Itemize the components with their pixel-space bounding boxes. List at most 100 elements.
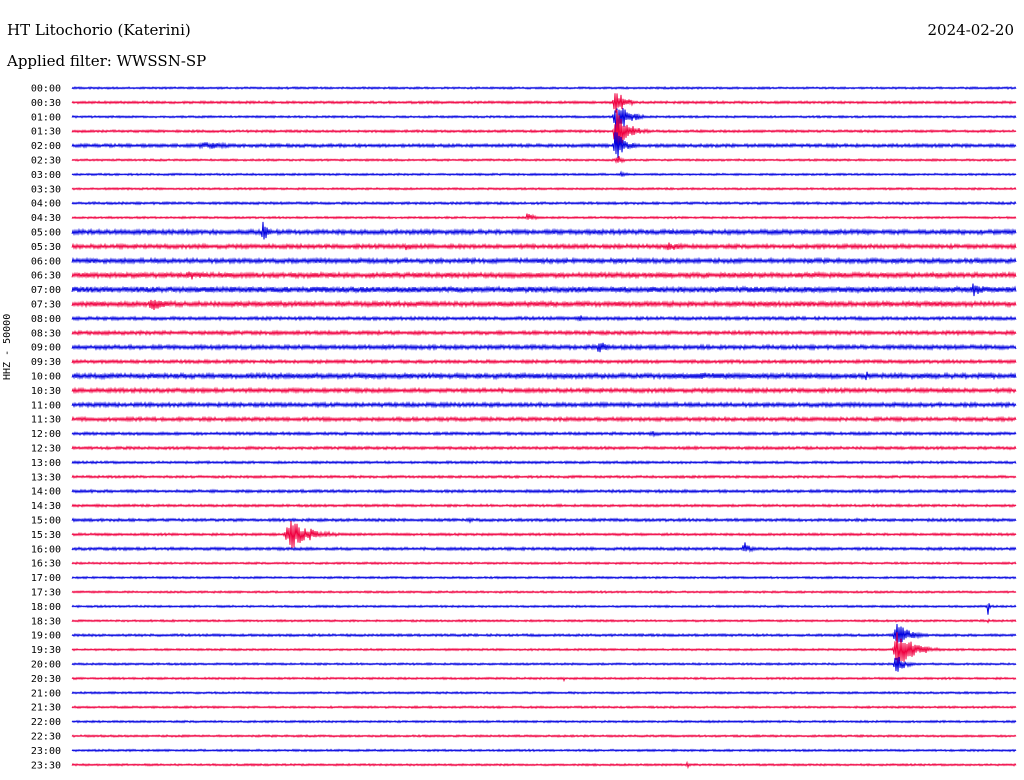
- row-time-label: 02:30: [31, 156, 61, 167]
- filter-label: Applied filter: WWSSN-SP: [7, 52, 207, 70]
- trace-line: [71, 299, 1017, 310]
- trace-line: [71, 589, 1017, 595]
- row-time-label: 23:30: [31, 760, 61, 771]
- trace-line: [71, 283, 1017, 297]
- trace-line: [71, 329, 1017, 337]
- row-time-label: 15:00: [31, 516, 61, 527]
- row-time-label: 11:30: [31, 415, 61, 426]
- trace-line: [71, 132, 1017, 159]
- trace-line: [71, 503, 1017, 509]
- row-time-label: 17:00: [31, 573, 61, 584]
- row-time-label: 22:30: [31, 732, 61, 743]
- row-time-label: 20:30: [31, 674, 61, 685]
- row-time-label: 04:00: [31, 199, 61, 210]
- trace-line: [71, 516, 1017, 524]
- trace-line: [71, 200, 1017, 206]
- trace-line: [71, 488, 1017, 495]
- trace-line: [71, 93, 1017, 113]
- trace-line: [71, 623, 1017, 643]
- row-time-label: 08:30: [31, 328, 61, 339]
- trace-line: [71, 459, 1017, 465]
- row-time-label: 21:00: [31, 688, 61, 699]
- row-time-label: 13:00: [31, 458, 61, 469]
- trace-line: [71, 256, 1017, 265]
- row-time-label: 14:00: [31, 487, 61, 498]
- row-time-label: 23:00: [31, 746, 61, 757]
- row-time-label: 18:30: [31, 616, 61, 627]
- row-time-label: 16:00: [31, 544, 61, 555]
- trace-line: [71, 575, 1017, 580]
- trace-line: [71, 676, 1017, 683]
- trace-line: [71, 760, 1017, 770]
- trace-line: [71, 242, 1017, 251]
- trace-line: [71, 561, 1017, 566]
- row-time-label: 01:00: [31, 112, 61, 123]
- trace-line: [71, 656, 1017, 672]
- trace-line: [71, 603, 1017, 615]
- row-time-label: 12:30: [31, 444, 61, 455]
- row-time-label: 01:30: [31, 127, 61, 138]
- trace-line: [71, 170, 1017, 178]
- row-time-label: 00:00: [31, 84, 61, 95]
- row-time-label: 05:30: [31, 242, 61, 253]
- row-time-label: 14:30: [31, 501, 61, 512]
- trace-line: [71, 109, 1017, 150]
- row-time-label: 19:00: [31, 631, 61, 642]
- row-time-label: 04:30: [31, 213, 61, 224]
- row-time-label: 10:30: [31, 386, 61, 397]
- trace-line: [71, 371, 1017, 381]
- trace-line: [71, 400, 1017, 409]
- row-time-label: 17:30: [31, 588, 61, 599]
- trace-line: [71, 520, 1017, 548]
- trace-line: [71, 618, 1017, 624]
- row-time-label: 19:30: [31, 645, 61, 656]
- row-time-label: 12:00: [31, 429, 61, 440]
- trace-line: [71, 155, 1017, 164]
- row-time-label: 05:00: [31, 228, 61, 239]
- row-time-label: 08:00: [31, 314, 61, 325]
- row-time-label: 20:00: [31, 660, 61, 671]
- trace-line: [71, 705, 1017, 710]
- row-time-label: 06:30: [31, 271, 61, 282]
- trace-line: [71, 270, 1017, 280]
- row-time-label: 07:30: [31, 300, 61, 311]
- row-time-label: 11:00: [31, 400, 61, 411]
- trace-line: [71, 85, 1017, 91]
- trace-line: [71, 748, 1017, 753]
- row-time-label: 07:00: [31, 285, 61, 296]
- trace-line: [71, 386, 1017, 395]
- row-time-label: 22:00: [31, 717, 61, 728]
- row-time-label: 09:30: [31, 357, 61, 368]
- trace-line: [71, 342, 1017, 353]
- trace-line: [71, 542, 1017, 553]
- trace-line: [71, 474, 1017, 480]
- row-time-label: 03:30: [31, 184, 61, 195]
- trace-line: [71, 415, 1017, 423]
- row-time-label: 15:30: [31, 530, 61, 541]
- date-label: 2024-02-20: [927, 21, 1014, 39]
- row-time-label: 16:30: [31, 559, 61, 570]
- row-time-label: 06:00: [31, 256, 61, 267]
- trace-line: [71, 186, 1017, 191]
- trace-line: [71, 690, 1017, 695]
- trace-line: [71, 719, 1017, 724]
- station-title: HT Litochorio (Katerini): [7, 21, 191, 39]
- trace-line: [71, 445, 1017, 451]
- trace-line: [71, 213, 1017, 221]
- trace-line: [71, 430, 1017, 438]
- trace-line: [71, 358, 1017, 365]
- row-time-label: 00:30: [31, 98, 61, 109]
- row-time-label: 09:00: [31, 343, 61, 354]
- trace-line: [71, 108, 1017, 136]
- row-time-label: 10:00: [31, 372, 61, 383]
- trace-line: [71, 632, 1017, 665]
- row-time-label: 03:00: [31, 170, 61, 181]
- row-time-label: 13:30: [31, 472, 61, 483]
- trace-line: [71, 221, 1017, 240]
- row-time-label: 18:00: [31, 602, 61, 613]
- trace-line: [71, 315, 1017, 322]
- row-time-label: 02:00: [31, 141, 61, 152]
- row-time-label: 21:30: [31, 703, 61, 714]
- trace-line: [71, 733, 1017, 739]
